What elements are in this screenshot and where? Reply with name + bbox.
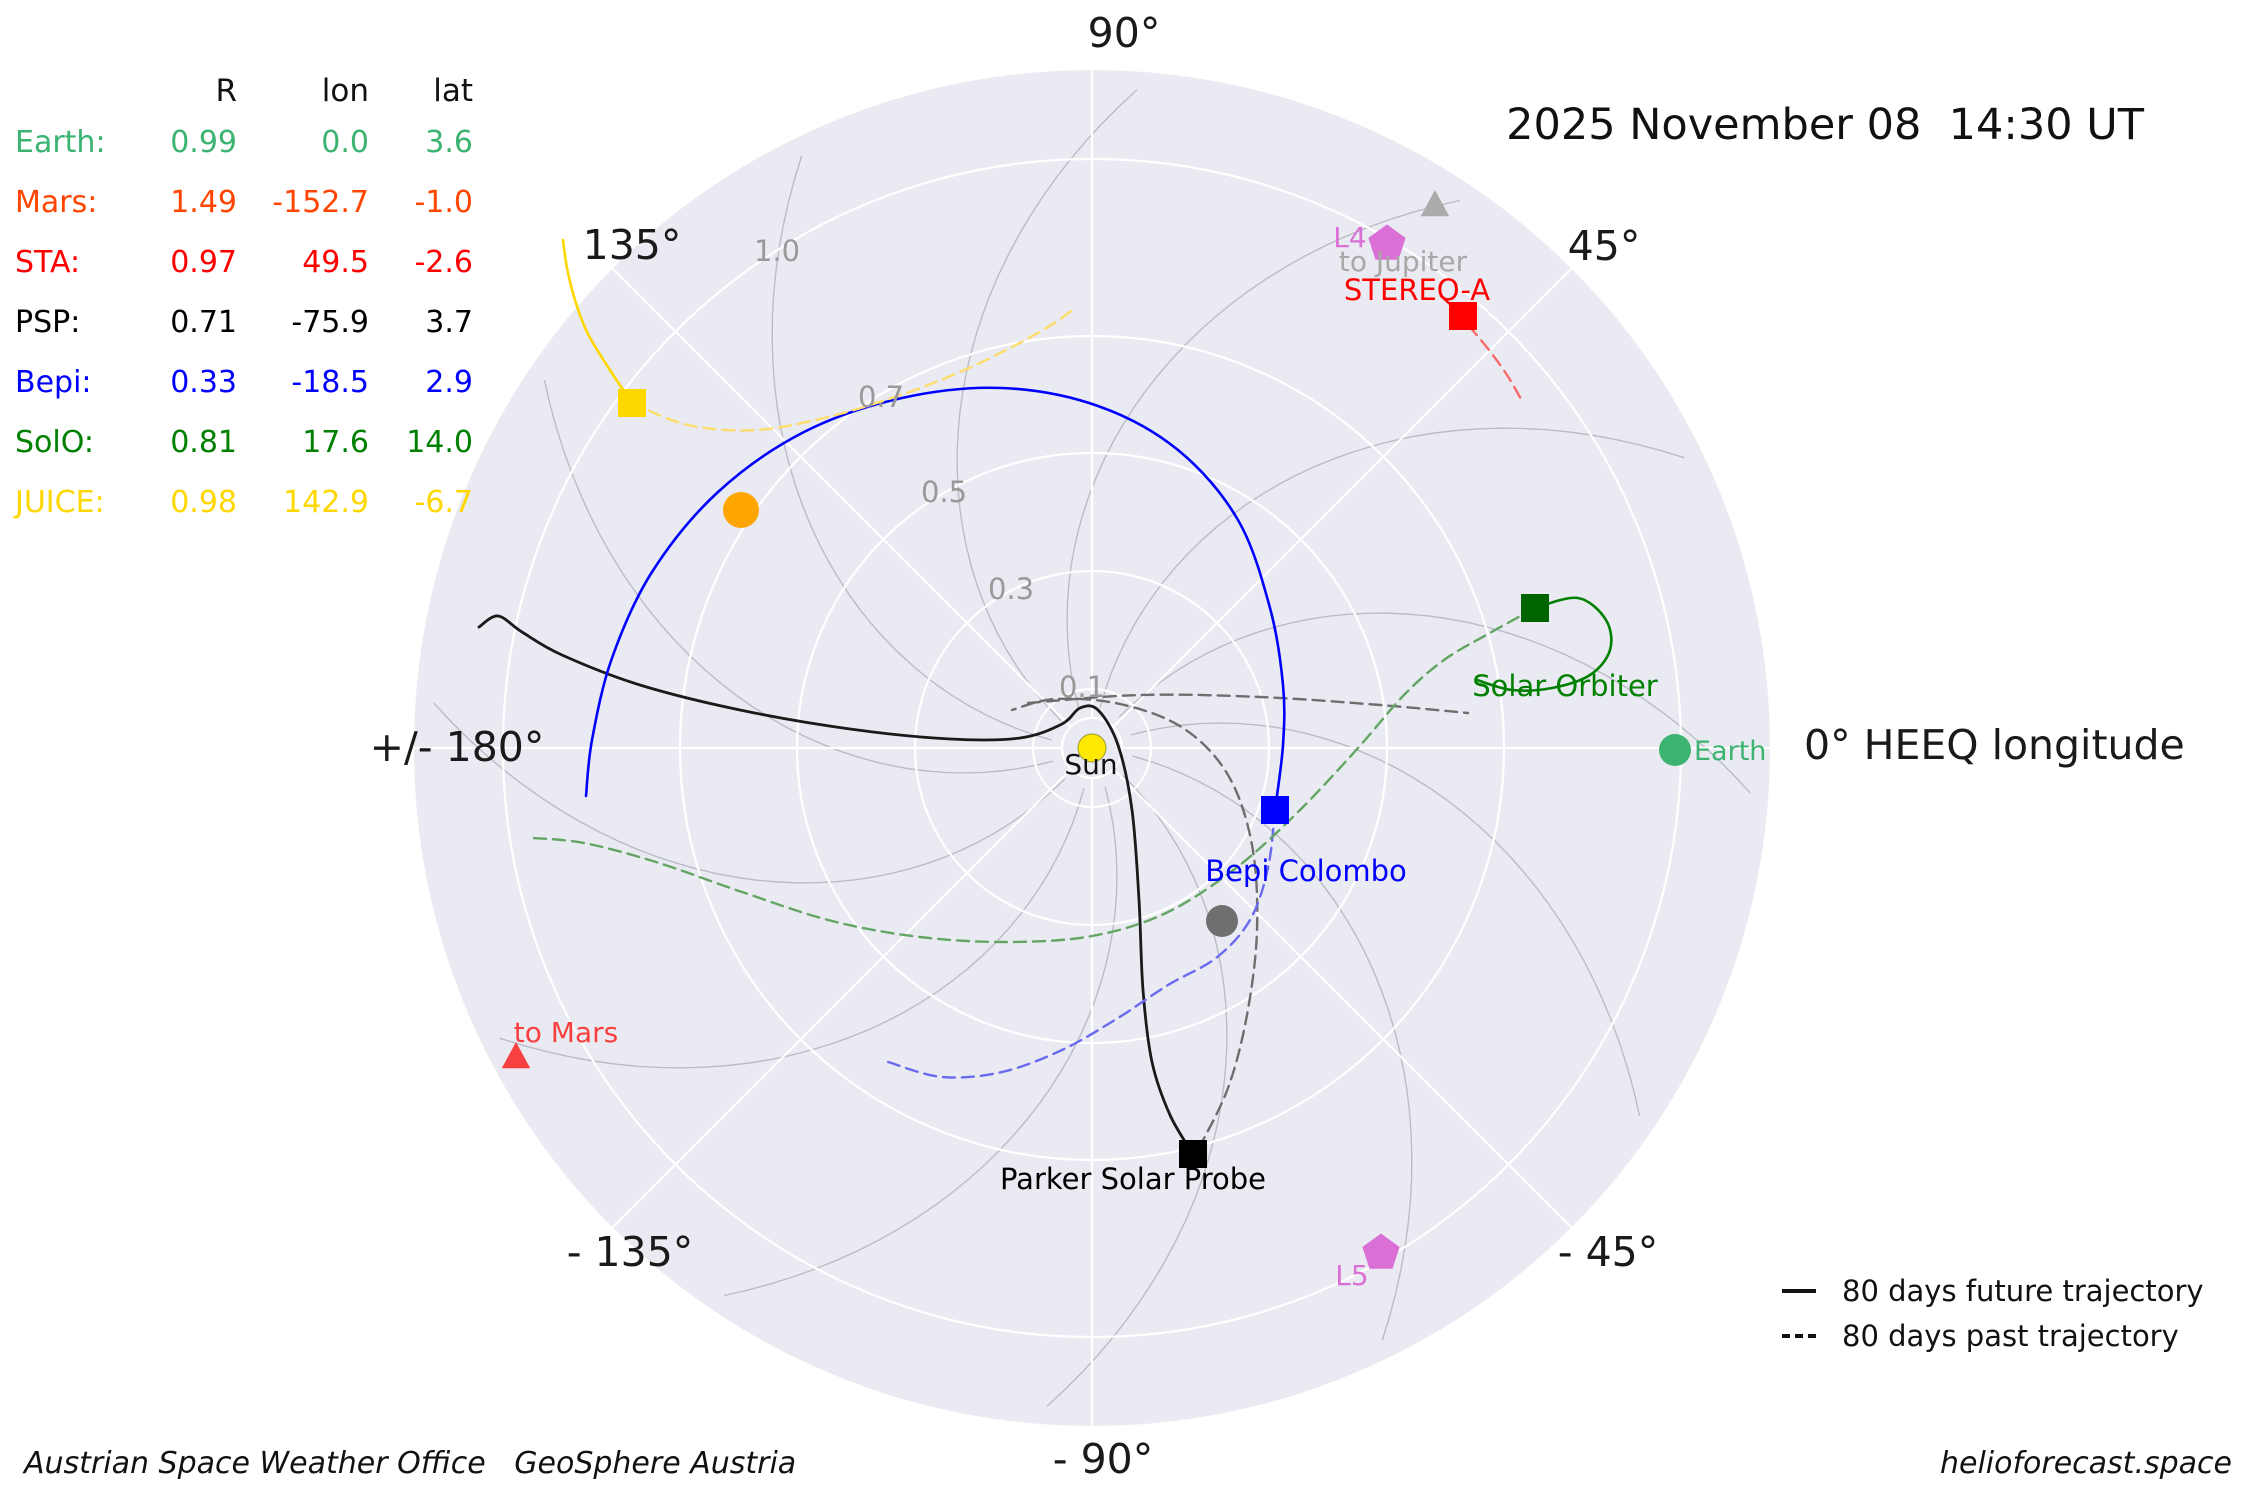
trajectory-psp-past-b [1026,693,1470,715]
radial-label-0.5: 0.5 [920,475,968,509]
radial-label-0.1: 0.1 [1058,670,1106,704]
position-row-bepi: Bepi: 0.33 -18.5 2.9 [15,364,473,400]
legend-past-label: 80 days past trajectory [1842,1318,2179,1353]
trajectory-bepi-future [584,386,1286,812]
grid-ring [1060,716,1124,780]
grid-ray [611,267,1072,728]
past-line-sample [1782,1333,1816,1338]
grid-ring [795,451,1389,1045]
label-bepi-colombo: Bepi Colombo [1205,854,1407,888]
parker-spiral [1046,774,1228,1407]
angle-label-1: 45° [1567,222,1641,270]
marker-solar-orbiter [1521,594,1549,622]
position-row-earth: Earth: 0.99 0.0 3.6 [15,124,473,160]
legend-future-label: 80 days future trajectory [1842,1273,2204,1308]
trajectory-juice-past [630,305,1078,432]
footer-website: helioforecast.space [1939,1446,2232,1481]
marker-earth [1659,734,1691,766]
position-row-psp: PSP: 0.71 -75.9 3.7 [15,304,473,340]
label-l5: L5 [1335,1259,1368,1292]
position-row-mars: Mars: 1.49 -152.7 -1.0 [15,184,473,220]
position-row-sta: STA: 0.97 49.5 -2.6 [15,244,473,280]
marker-stereo-a [1449,302,1477,330]
grid-ray [1112,267,1573,728]
label-to-jupiter: to Jupiter [1339,245,1468,278]
marker-l5 [1362,1233,1400,1269]
grid-ray [611,768,1072,1229]
angle-label-4: - 90° [1052,1435,1154,1483]
future-line-sample [1782,1288,1816,1293]
marker-sun [1077,733,1107,763]
label-parker-solar-probe: Parker Solar Probe [1000,1162,1266,1196]
parker-spiral [1132,755,1413,1341]
label-solar-orbiter: Solar Orbiter [1472,669,1658,703]
legend-row-past: 80 days past trajectory [1782,1313,2204,1358]
radial-label-1.0: 1.0 [753,234,801,268]
angle-label-0: 90° [1087,9,1161,57]
parker-spiral [543,379,1054,774]
marker-parker-solar-probe [1179,1140,1207,1168]
trajectory-solo-future [1475,596,1613,692]
grid-ring [678,334,1506,1162]
parker-spiral [1118,612,1751,794]
trajectory-sta-past [1467,324,1523,401]
label-earth: Earth [1694,736,1766,767]
parker-spiral [771,155,1052,741]
grid-ring [1031,687,1153,809]
parker-spiral [1066,199,1461,710]
parker-spiral [433,702,1066,884]
marker-to-jupiter [1420,190,1450,217]
trajectory-legend: 80 days future trajectory 80 days past t… [1782,1268,2204,1358]
marker-mercury [1206,905,1238,937]
datetime-title: 2025 November 08 14:30 UT [1506,100,2144,150]
parker-spiral [1130,722,1641,1117]
grid-ray [1112,768,1573,1229]
trajectory-psp-past-a [1010,697,1259,1150]
grid-ring [913,569,1271,927]
footer-organization: Austrian Space Weather Office GeoSphere … [24,1446,797,1481]
legend-row-future: 80 days future trajectory [1782,1268,2204,1313]
marker-venus [723,492,759,528]
trajectory-juice-future [561,238,634,405]
angle-label-6: +/- 180° [369,723,545,771]
angle-label-5: - 135° [566,1228,694,1276]
label-stereo-a: STEREO-A [1344,273,1490,307]
trajectory-psp-future [477,614,1195,1156]
marker-juice [618,389,646,417]
parker-spiral [499,788,1085,1069]
marker-l4 [1368,224,1406,260]
label-to-mars: to Mars [514,1016,618,1049]
angle-label-7: 135° [582,221,682,269]
parker-spiral [956,89,1138,722]
radial-label-0.3: 0.3 [987,572,1035,606]
marker-to-mars [501,1042,531,1069]
label-sun: Sun [1064,748,1117,781]
parker-spiral [1099,427,1685,708]
angle-label-3: - 45° [1557,1228,1659,1276]
parker-spiral [723,786,1118,1297]
trajectory-bepi-past [886,808,1277,1079]
marker-bepi-colombo [1261,796,1289,824]
label-l4: L4 [1333,221,1366,254]
position-row-juice: JUICE: 0.98 142.9 -6.7 [15,484,473,520]
trajectory-solo-past [531,606,1537,944]
angle-label-2: 0° HEEQ longitude [1804,721,2185,769]
position-row-solo: SolO: 0.81 17.6 14.0 [15,424,473,460]
radial-label-0.7: 0.7 [857,380,905,414]
